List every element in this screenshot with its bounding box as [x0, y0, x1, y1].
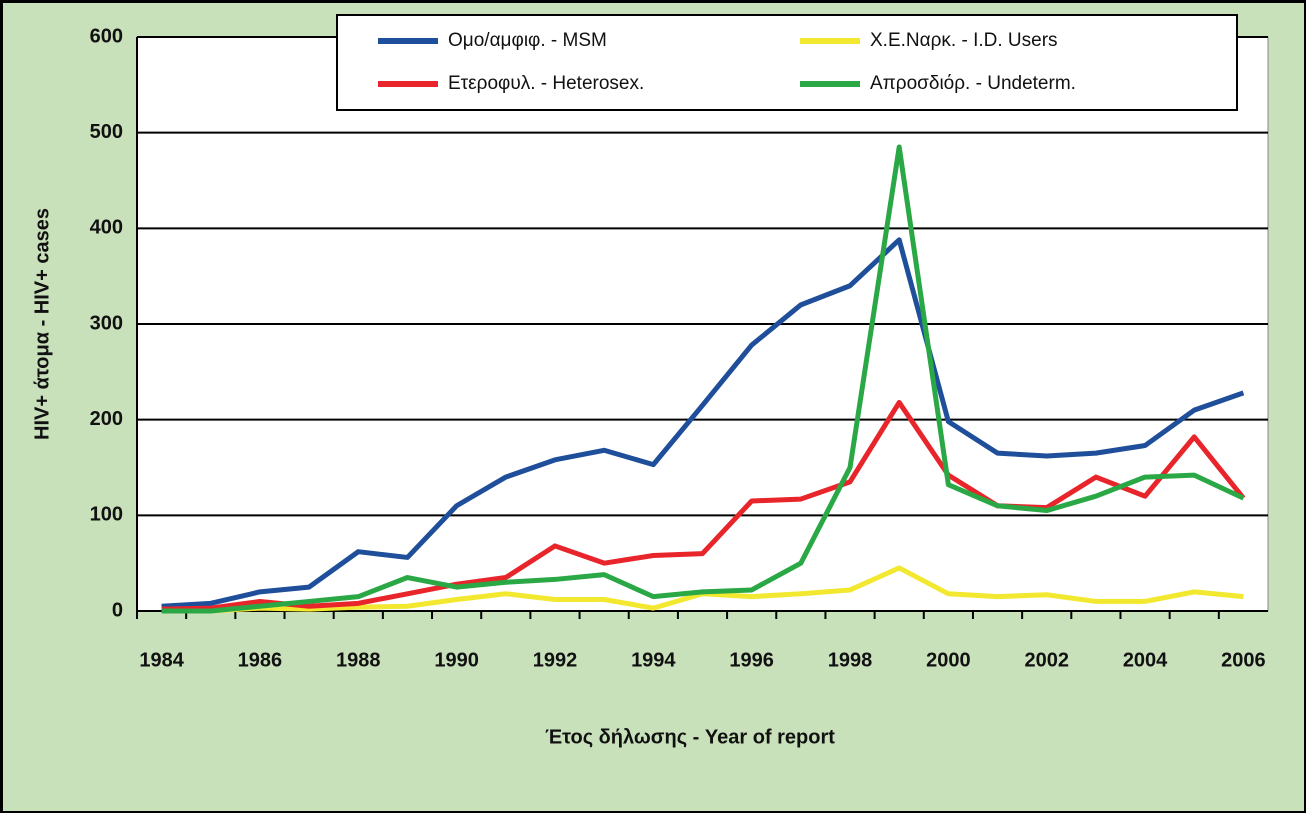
- legend-label: Απροσδιόρ. - Undeterm.: [870, 73, 1076, 94]
- x-tick-label: 2002: [1024, 649, 1069, 671]
- x-tick-label: 1990: [434, 649, 479, 671]
- x-tick-label: 1994: [631, 649, 676, 671]
- y-tick-label: 600: [90, 25, 123, 47]
- series-line: [161, 144, 1245, 614]
- y-tick-label: 400: [90, 217, 123, 239]
- x-axis-label: Έτος δήλωσης - Year of report: [545, 726, 835, 748]
- x-tick-label: 2000: [926, 649, 971, 671]
- y-axis-label: HIV+ άτομα - HIV+ cases: [31, 208, 53, 440]
- legend-label: Χ.Ε.Ναρκ. - I.D. Users: [870, 30, 1058, 51]
- x-tick-label: 1984: [139, 649, 184, 671]
- legend: [336, 14, 1238, 111]
- y-tick-label: 300: [90, 312, 123, 334]
- legend-label: Ομο/αμφιφ. - MSM: [448, 30, 607, 51]
- x-tick-label: 2004: [1123, 649, 1168, 671]
- series-line: [161, 399, 1246, 612]
- y-tick-label: 0: [112, 599, 123, 621]
- x-tick-label: 2006: [1221, 649, 1266, 671]
- x-tick-label: 1986: [238, 649, 283, 671]
- x-tick-label: 1988: [336, 649, 381, 671]
- y-tick-label: 500: [90, 121, 123, 143]
- y-tick-label: 200: [90, 408, 123, 430]
- x-tick-label: 1996: [729, 649, 774, 671]
- x-tick-label: 1992: [533, 649, 578, 671]
- x-tick-label: 1998: [828, 649, 873, 671]
- legend-label: Ετεροφυλ. - Heterosex.: [448, 73, 644, 94]
- y-tick-label: 100: [90, 504, 123, 526]
- series-line: [161, 237, 1245, 609]
